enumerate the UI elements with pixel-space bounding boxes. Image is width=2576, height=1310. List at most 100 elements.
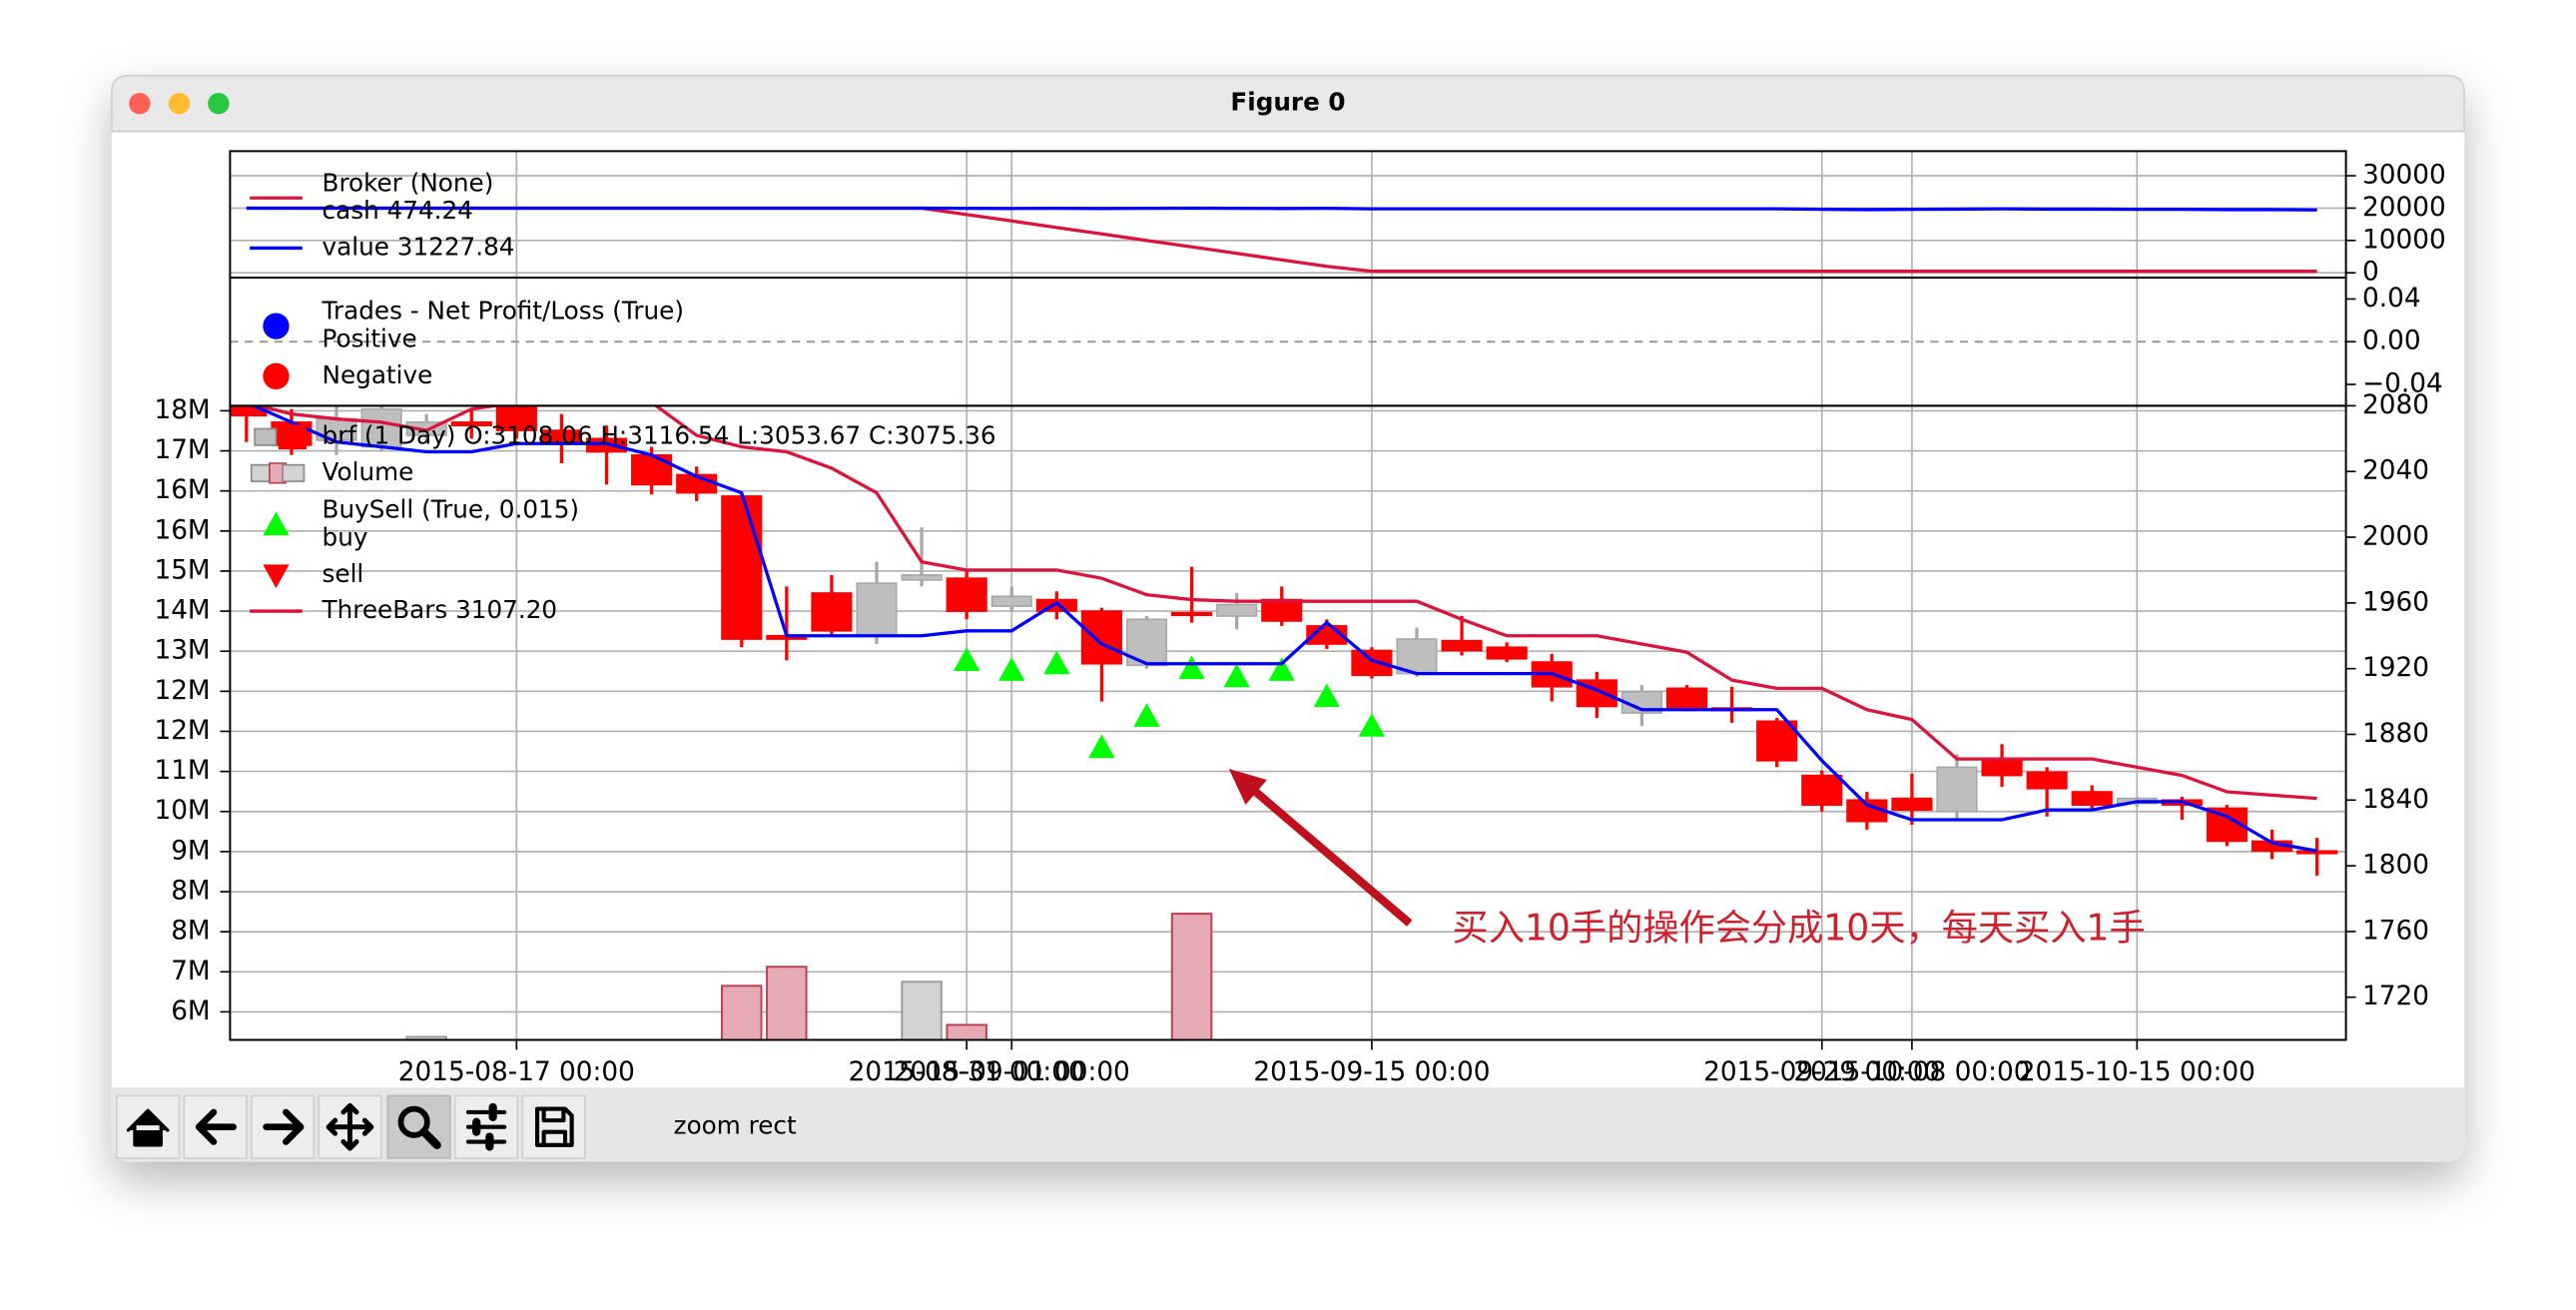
candle-body xyxy=(811,592,853,632)
candle-body xyxy=(946,577,987,612)
candle-body xyxy=(721,495,763,640)
annotation-text: 买入10手的操作会分成10天，每天买入1手 xyxy=(1453,906,2146,949)
annotation-arrowhead xyxy=(1228,769,1267,806)
y-tick-label: 9M xyxy=(171,836,210,866)
legend-label: cash 474.24 xyxy=(322,196,473,225)
plot-area xyxy=(246,206,2317,274)
zoom-icon xyxy=(397,1105,430,1138)
legend-title: Trades - Net Profit/Loss (True) xyxy=(322,297,684,326)
marker xyxy=(1178,655,1205,680)
y-tick-label: 1920 xyxy=(2362,653,2429,683)
candle-body xyxy=(2026,771,2068,790)
save-icon xyxy=(535,1106,574,1147)
legend-swatch xyxy=(282,463,306,482)
x-tick-label: 2015-09-29 00:00 xyxy=(1703,1057,1940,1087)
candle-body xyxy=(2296,850,2338,855)
candle-body xyxy=(1891,797,1933,811)
legend-label: Negative xyxy=(322,360,433,389)
annotation: 买入10手的操作会分成10天，每天买入1手 xyxy=(1228,769,2146,949)
toolbar-buttons xyxy=(116,1094,586,1159)
volume-bar xyxy=(766,966,808,1040)
y-tick-label: 16M xyxy=(154,515,210,545)
title-bar xyxy=(111,74,2465,133)
y-tick-label: 10M xyxy=(154,796,210,826)
zoom-button[interactable] xyxy=(208,92,230,115)
x-tick-label: 2015-09-15 00:00 xyxy=(1253,1057,1490,1087)
y-tick-label: 11M xyxy=(154,756,210,786)
y-tick-label: 7M xyxy=(171,957,210,986)
y-tick-label: 8M xyxy=(171,917,210,947)
zoom-rect-button[interactable] xyxy=(386,1094,451,1159)
candle-body xyxy=(1801,774,1843,807)
y-tick-label: 6M xyxy=(171,996,210,1026)
y-tick-label: 17M xyxy=(154,435,210,465)
legend-label: brf (1 Day) O:3108.06 H:3116.54 L:3053.6… xyxy=(322,421,996,450)
candle-body xyxy=(856,582,898,637)
configure-icon-knobs xyxy=(472,1102,497,1151)
y-tick-label: 12M xyxy=(154,676,210,706)
y-tick-label: 2080 xyxy=(2362,390,2429,420)
home-button[interactable] xyxy=(116,1094,181,1159)
minimize-button[interactable] xyxy=(168,92,191,115)
candle-body xyxy=(360,407,402,448)
save-button[interactable] xyxy=(521,1094,586,1159)
volume-bar xyxy=(405,1035,447,1040)
y-tick-label: 30000 xyxy=(2362,160,2446,190)
line-series xyxy=(253,405,2317,801)
legend-swatch xyxy=(254,427,278,446)
marker xyxy=(1043,650,1070,675)
x-tick-label: 2015-08-31 00:00 xyxy=(849,1057,1085,1087)
candle-body xyxy=(495,405,537,431)
candle-body xyxy=(1035,598,1077,612)
back-icon xyxy=(195,1108,237,1145)
y-tick-label: 2040 xyxy=(2362,456,2429,486)
y-tick-label: 2000 xyxy=(2362,522,2429,552)
grid-layer xyxy=(230,151,2346,1040)
line-series xyxy=(250,405,2317,853)
candle-body xyxy=(1080,610,1122,665)
price-frame xyxy=(229,404,2347,1041)
legend-swatch xyxy=(263,564,290,589)
candle-body xyxy=(1216,603,1258,617)
legend-label: sell xyxy=(322,559,364,588)
legend-label: buy xyxy=(322,523,368,552)
y-tick-label: 13M xyxy=(154,636,210,666)
candle-body xyxy=(901,574,943,581)
candle-body xyxy=(1441,639,1483,652)
y-tick-label: 1760 xyxy=(2362,916,2429,946)
y-tick-label: 1840 xyxy=(2362,785,2429,815)
candle-body xyxy=(1486,646,1528,660)
y-tick-label: 1880 xyxy=(2362,719,2429,749)
close-button[interactable] xyxy=(129,92,151,115)
candle-body xyxy=(450,421,492,426)
legend-title: BuySell (True, 0.015) xyxy=(322,495,580,524)
marker xyxy=(1223,663,1250,688)
legend-label: Positive xyxy=(322,325,417,353)
marker xyxy=(1088,734,1115,759)
forward-icon xyxy=(263,1108,305,1145)
window-title: Figure 0 xyxy=(1230,88,1345,117)
pan-icon xyxy=(325,1102,374,1151)
legend-swatch xyxy=(263,313,290,339)
marker xyxy=(998,657,1025,681)
plot-area xyxy=(230,405,2338,1040)
marker xyxy=(954,647,980,671)
x-tick-label: 2015-10-08 00:00 xyxy=(1793,1057,2030,1087)
legend-title: Broker (None) xyxy=(322,168,494,197)
marker xyxy=(1133,703,1160,727)
marker xyxy=(1313,683,1340,708)
y-tick-label: 14M xyxy=(154,596,210,626)
y-tick-label: −0.04 xyxy=(2362,369,2443,399)
volume-bar xyxy=(901,981,943,1040)
y-tick-label: 16M xyxy=(154,475,210,505)
candle-body xyxy=(1936,766,1978,813)
volume-bar xyxy=(721,984,763,1040)
y-tick-label: 1800 xyxy=(2362,851,2429,881)
candle-body xyxy=(1756,720,1798,762)
line-series xyxy=(246,206,2317,212)
toolbar xyxy=(111,1087,2465,1162)
x-tick-label: 2015-10-15 00:00 xyxy=(2019,1057,2255,1087)
candle-body xyxy=(2071,791,2113,807)
y-tick-label: 10000 xyxy=(2362,225,2446,255)
